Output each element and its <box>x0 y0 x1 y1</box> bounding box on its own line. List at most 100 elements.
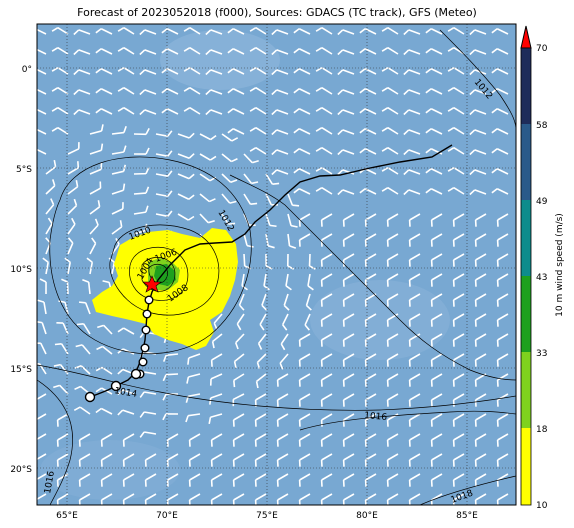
wind-barb <box>315 146 333 155</box>
wind-barb <box>188 473 201 487</box>
wind-barb <box>74 365 91 375</box>
wind-barb <box>281 313 289 331</box>
isobar-label: 1014 <box>113 386 138 400</box>
wind-barb <box>97 324 113 335</box>
map-title: Forecast of 2023052018 (f000), Sources: … <box>77 6 477 19</box>
wind-barb <box>67 180 79 195</box>
lat-tick-label: 15°S <box>10 365 32 375</box>
wind-barb <box>496 413 509 427</box>
wind-barb <box>265 233 275 249</box>
wind-barb <box>73 109 91 116</box>
wind-barb <box>58 300 69 315</box>
wind-barb <box>408 233 421 247</box>
wind-barb <box>474 213 487 227</box>
wind-barb <box>117 66 135 75</box>
wind-barb <box>259 313 267 331</box>
wind-barb <box>183 106 201 115</box>
wind-barb <box>111 220 123 235</box>
wind-barb <box>430 233 443 247</box>
wind-barb <box>243 193 258 205</box>
wind-barb <box>249 106 267 115</box>
wind-barb <box>161 68 179 75</box>
wind-barb <box>166 433 179 447</box>
wind-barb <box>78 493 91 505</box>
wind-barb <box>117 46 135 55</box>
wind-barb <box>342 213 355 227</box>
wind-barb <box>491 88 509 95</box>
wind-barb <box>452 333 465 347</box>
wind-barb <box>342 473 355 487</box>
wind-barb <box>276 473 289 487</box>
wind-barb <box>320 233 333 247</box>
wind-barb <box>122 493 135 505</box>
wind-barb <box>386 453 399 467</box>
wind-barb <box>61 278 69 295</box>
wind-barb <box>89 237 97 255</box>
isobar-1012-north <box>439 29 516 131</box>
isobar-1016 <box>299 410 516 431</box>
wind-barb <box>342 393 355 407</box>
colorbar-outline <box>520 47 532 506</box>
lat-tick-label: 10°S <box>10 265 32 275</box>
wind-barb <box>474 313 487 327</box>
tc-track-point <box>84 391 96 403</box>
wind-barb <box>320 353 333 367</box>
wind-barb <box>162 413 179 421</box>
wind-barb <box>430 493 443 505</box>
wind-barb <box>342 273 355 287</box>
wind-barb <box>271 109 289 116</box>
wind-barb <box>210 493 223 505</box>
wind-barb <box>232 473 245 487</box>
lon-tick-label: 80°E <box>356 511 378 521</box>
wind-barb <box>315 106 333 115</box>
wind-barb <box>315 166 333 175</box>
wind-barb <box>381 86 399 95</box>
wind-barb <box>359 48 377 55</box>
wind-barb <box>293 28 311 35</box>
wind-barb <box>491 28 509 35</box>
wind-barb <box>359 88 377 95</box>
wind-barb <box>100 493 113 505</box>
wind-barb <box>320 333 333 347</box>
wind-barb <box>447 166 465 175</box>
wind-barb <box>254 433 267 447</box>
wind-barb <box>381 126 399 135</box>
wind-barb <box>265 253 273 270</box>
wind-barb <box>221 153 238 163</box>
wind-barb <box>425 148 443 155</box>
wind-barb <box>51 86 69 95</box>
tc-track-point <box>144 295 154 305</box>
wind-barb <box>276 373 289 387</box>
wind-barb <box>227 48 245 55</box>
wind-barb <box>161 108 179 115</box>
wind-barb <box>408 373 421 387</box>
wind-barb <box>298 393 311 407</box>
wind-barb <box>45 179 56 195</box>
wind-barb <box>308 253 316 270</box>
wind-barb <box>56 433 69 447</box>
wind-barb <box>227 108 245 115</box>
colorbar-tick: 10 <box>536 501 548 511</box>
wind-barb <box>364 433 377 447</box>
wind-barb <box>496 333 509 347</box>
wind-barb <box>117 327 135 335</box>
wind-barb <box>364 493 377 505</box>
wind-barb <box>386 433 399 447</box>
wind-barb <box>496 233 509 247</box>
wind-shade-patch <box>40 440 180 500</box>
wind-barb <box>100 433 113 447</box>
wind-barb <box>78 453 91 467</box>
wind-barb <box>474 393 487 407</box>
wind-barb <box>364 373 377 387</box>
wind-barb <box>447 186 465 195</box>
wind-barb <box>78 301 91 315</box>
wind-barb <box>95 48 113 55</box>
wind-barb <box>183 86 201 95</box>
wind-barb <box>185 413 201 423</box>
wind-barb <box>89 181 102 195</box>
wind-barb <box>42 257 49 275</box>
wind-barb <box>425 28 443 35</box>
wind-barb <box>276 453 289 467</box>
wind-barb <box>243 153 259 164</box>
wind-barb <box>133 128 150 136</box>
